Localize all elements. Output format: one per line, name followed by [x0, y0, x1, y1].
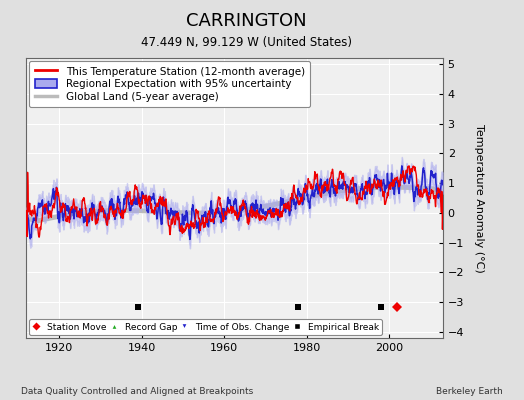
Legend: Station Move, Record Gap, Time of Obs. Change, Empirical Break: Station Move, Record Gap, Time of Obs. C…: [29, 319, 382, 335]
Text: CARRINGTON: CARRINGTON: [186, 12, 307, 30]
Text: 47.449 N, 99.129 W (United States): 47.449 N, 99.129 W (United States): [141, 36, 352, 49]
Y-axis label: Temperature Anomaly (°C): Temperature Anomaly (°C): [474, 124, 484, 272]
Text: Berkeley Earth: Berkeley Earth: [436, 387, 503, 396]
Text: Data Quality Controlled and Aligned at Breakpoints: Data Quality Controlled and Aligned at B…: [21, 387, 253, 396]
